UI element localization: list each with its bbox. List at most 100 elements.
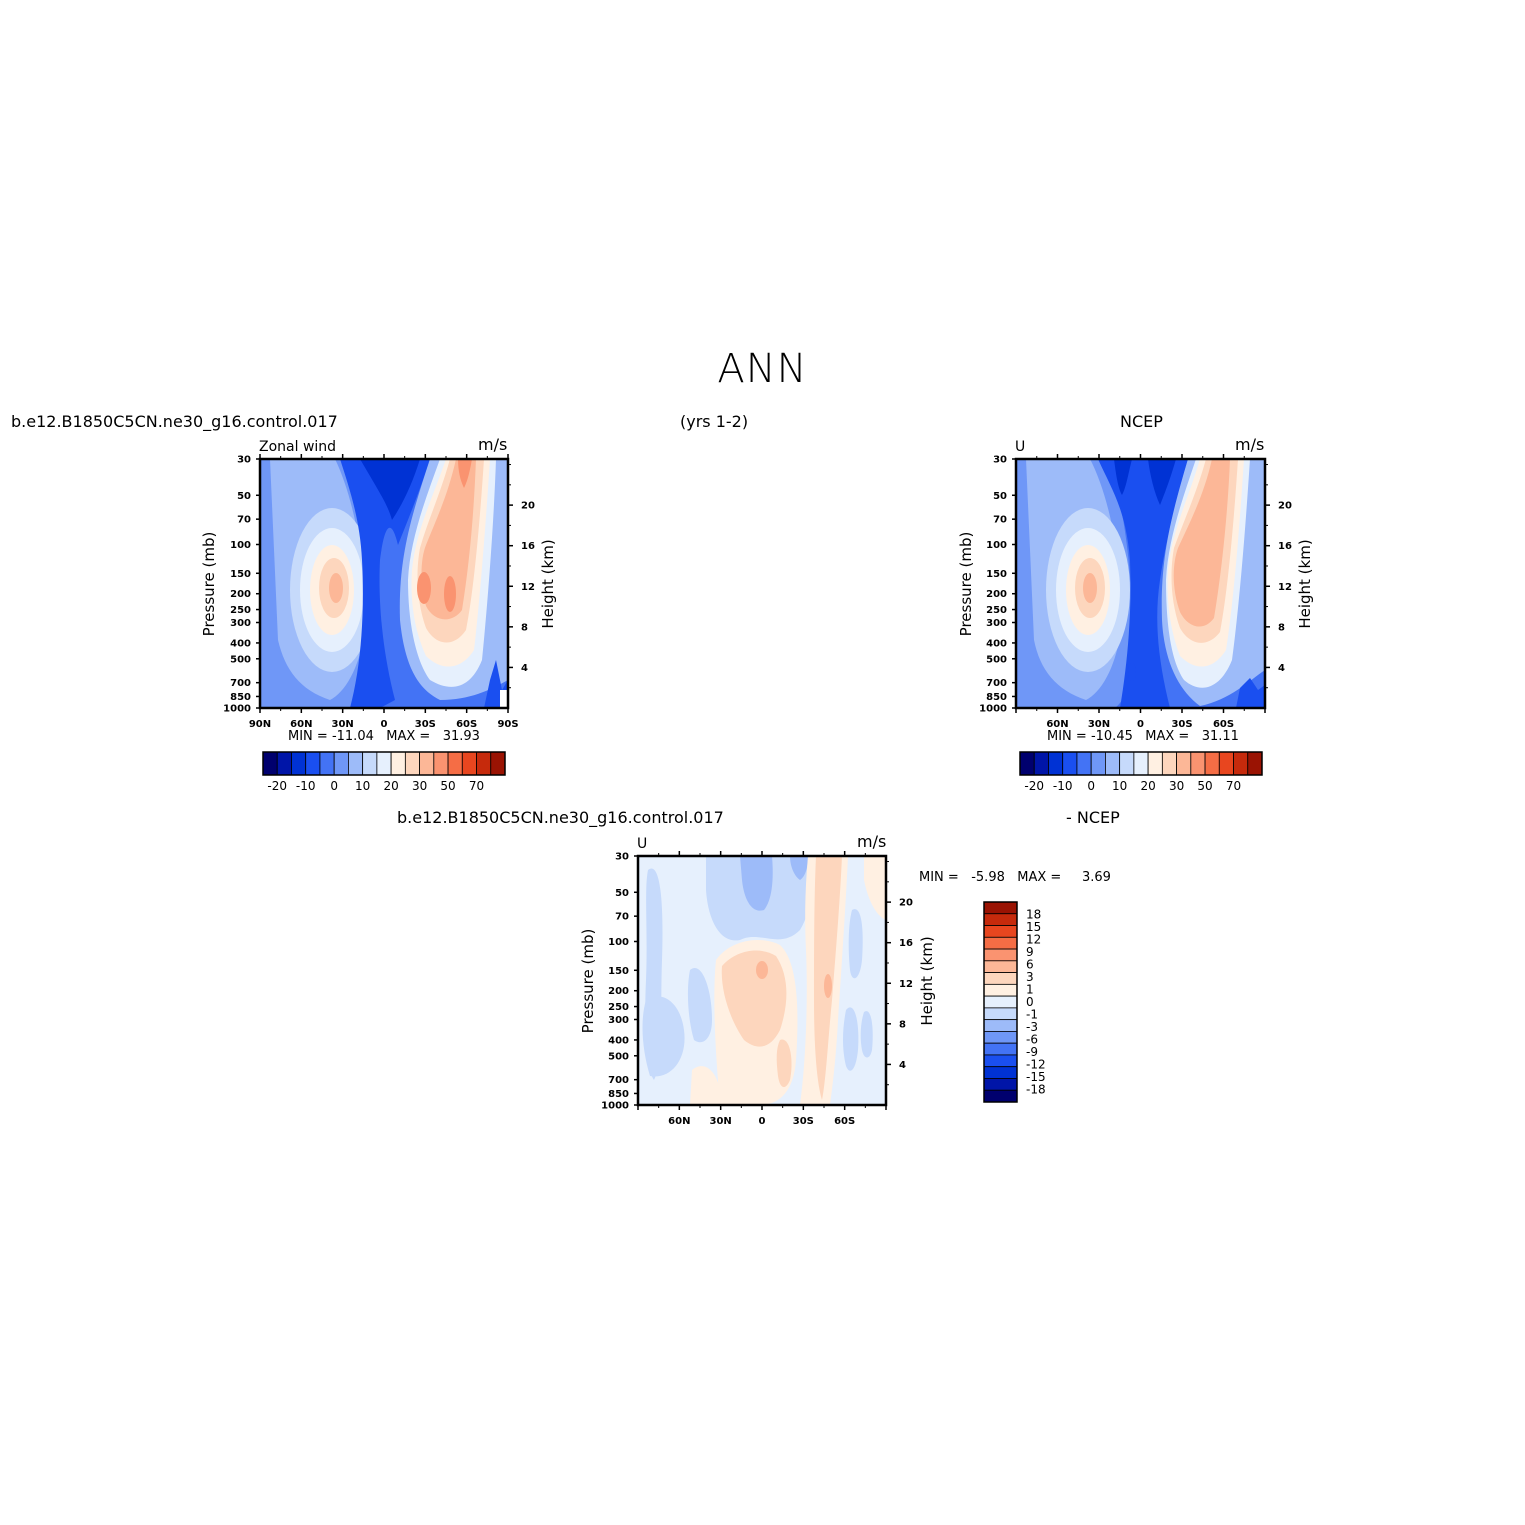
obs-ytick-label-150: 150 xyxy=(986,569,1007,580)
obs-easterly-core-b xyxy=(1148,459,1176,505)
model-colorbar-box xyxy=(419,751,435,776)
obs-colorbar-box xyxy=(1233,751,1249,776)
model-colorbar-box xyxy=(490,751,506,776)
obs-units: m/s xyxy=(1235,435,1265,454)
diff-max-value: 3.69 xyxy=(1081,870,1111,885)
obs-max-value: 31.11 xyxy=(1201,729,1239,744)
diff-ytick-label-500: 500 xyxy=(608,1051,629,1062)
obs-ytick-label-200: 200 xyxy=(986,589,1007,600)
diff-colorbar-label: 3 xyxy=(1026,970,1034,984)
obs-ytick-label-50: 50 xyxy=(993,491,1007,502)
obs-ytick-right-label-8: 8 xyxy=(1278,622,1285,633)
diff-colorbar-label: -6 xyxy=(1026,1033,1038,1047)
obs-min-value: -10.45 xyxy=(1090,729,1133,744)
model-easterly-tropics xyxy=(340,459,430,708)
obs-xtick-label-60N: 60N xyxy=(1046,719,1068,730)
obs-easterly-tropics xyxy=(1098,459,1188,708)
diff-min-label: MIN = xyxy=(919,870,959,885)
obs-ytick-label-100: 100 xyxy=(986,540,1007,551)
diff-ytick-label-150: 150 xyxy=(608,966,629,977)
obs-colorbar-box xyxy=(1176,751,1192,776)
diff-ytick-label-30: 30 xyxy=(615,852,629,863)
obs-max-label: MAX = xyxy=(1145,729,1190,744)
diff-colorbar-box xyxy=(983,1078,1018,1091)
diff-ytick-label-50: 50 xyxy=(615,888,629,899)
diff-ytick-right-label-12: 12 xyxy=(899,979,913,990)
model-jet-sh-core-b xyxy=(444,576,456,612)
model-ytick-label-30: 30 xyxy=(237,455,251,466)
obs-colorbar-box xyxy=(1161,751,1177,776)
diff-ytick-right-label-16: 16 xyxy=(899,938,913,949)
diff-ytick-right-label-20: 20 xyxy=(899,898,913,909)
model-max-label: MAX = xyxy=(386,729,431,744)
diff-colorbar-label: 0 xyxy=(1026,995,1034,1009)
model-ytick-label-300: 300 xyxy=(230,618,251,629)
diff-colorbar-frame xyxy=(983,901,1018,1103)
obs-colorbar-box xyxy=(1204,751,1220,776)
diff-neg-nh-mid xyxy=(687,968,712,1043)
model-colorbar-box xyxy=(276,751,292,776)
diff-ytick-label-200: 200 xyxy=(608,986,629,997)
model-colorbar-label: -20 xyxy=(267,779,287,793)
model-min-label: MIN = xyxy=(288,729,328,744)
diff-xtick-label-60N: 60N xyxy=(668,1116,690,1127)
obs-ytick-right-label-20: 20 xyxy=(1278,501,1292,512)
model-colorbar-box xyxy=(447,751,463,776)
obs-colorbar-box xyxy=(1190,751,1206,776)
model-colorbar-label: -10 xyxy=(296,779,316,793)
diff-colorbar-box xyxy=(983,1031,1018,1044)
diff-colorbar-box xyxy=(983,983,1018,997)
obs-ytick-label-1000: 1000 xyxy=(979,704,1007,715)
model-colorbar-label: 20 xyxy=(383,779,398,793)
obs-colorbar-box xyxy=(1147,751,1163,776)
obs-colorbar-label: 70 xyxy=(1226,779,1241,793)
model-ytick-right-label-4: 4 xyxy=(521,663,528,674)
diff-colorbar-label: -1 xyxy=(1026,1008,1038,1022)
obs-colorbar-box xyxy=(1019,751,1035,776)
obs-colorbar-box xyxy=(1218,751,1234,776)
obs-name: NCEP xyxy=(1120,412,1163,431)
obs-ytick-label-500: 500 xyxy=(986,654,1007,665)
diff-neg-nh-lower xyxy=(642,996,685,1077)
model-ytick-right-label-12: 12 xyxy=(521,582,535,593)
obs-ytick-label-70: 70 xyxy=(993,515,1007,526)
obs-jet-nh-core xyxy=(1083,573,1097,603)
model-xtick-label-60S: 60S xyxy=(456,719,477,730)
diff-colorbar-label: -18 xyxy=(1026,1083,1046,1097)
obs-easterly-core-a xyxy=(1114,459,1132,495)
obs-ytick-label-400: 400 xyxy=(986,638,1007,649)
obs-min-max: MIN = -10.45 MAX = 31.11 xyxy=(1047,729,1239,744)
obs-colorbar-box xyxy=(1105,751,1121,776)
obs-ylabel: Pressure (mb) xyxy=(957,532,975,637)
obs-ylabel-right: Height (km) xyxy=(1296,539,1314,628)
diff-colorbar-label: -3 xyxy=(1026,1020,1038,1034)
model-xtick-label-90S: 90S xyxy=(497,719,518,730)
diff-neg-upper-core2 xyxy=(790,856,808,880)
model-ytick-label-150: 150 xyxy=(230,569,251,580)
diff-colorbar-box xyxy=(983,1054,1018,1068)
diff-xtick-label-30S: 30S xyxy=(793,1116,814,1127)
obs-polar-easterly xyxy=(1236,678,1265,708)
obs-colorbar-label: -10 xyxy=(1053,779,1073,793)
diff-colorbar-box xyxy=(983,901,1018,915)
model-colorbar-label: 30 xyxy=(412,779,427,793)
diff-ytick-label-1000: 1000 xyxy=(601,1101,629,1112)
model-plot-area xyxy=(260,459,508,708)
model-colorbar-box xyxy=(262,751,278,776)
diff-ytick-right-label-8: 8 xyxy=(899,1019,906,1030)
obs-xtick-label-0: 0 xyxy=(1137,719,1144,730)
obs-colorbar-box xyxy=(1048,751,1064,776)
diff-colorbar-label: -9 xyxy=(1026,1045,1038,1059)
model-xtick-label-60N: 60N xyxy=(290,719,312,730)
obs-plot-area xyxy=(1016,459,1265,708)
diff-ytick-label-250: 250 xyxy=(608,1002,629,1013)
model-colorbar-box xyxy=(348,751,364,776)
model-colorbar-box xyxy=(476,751,492,776)
obs-ytick-right-label-12: 12 xyxy=(1278,582,1292,593)
diff-plot-area xyxy=(638,856,886,1105)
diff-colorbar-label: 1 xyxy=(1026,983,1034,997)
obs-ytick-right-label-4: 4 xyxy=(1278,663,1285,674)
diff-colorbar-label: 15 xyxy=(1026,920,1041,934)
diff-variable-name: U xyxy=(637,836,648,852)
